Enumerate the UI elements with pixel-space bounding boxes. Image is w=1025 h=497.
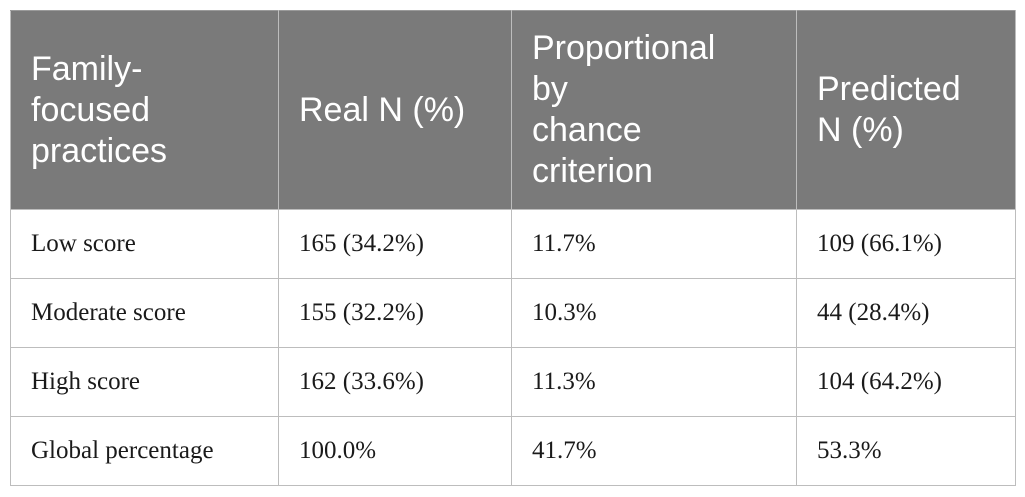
table-row: Moderate score 155 (32.2%) 10.3% 44 (28.… <box>10 278 1016 348</box>
header-real-n: Real N (%) <box>278 10 512 210</box>
proportional-chance-cell: 10.3% <box>511 278 797 348</box>
real-n-cell: 155 (32.2%) <box>278 278 512 348</box>
table-row: Global percentage 100.0% 41.7% 53.3% <box>10 416 1016 486</box>
real-n-cell: 165 (34.2%) <box>278 209 512 279</box>
proportional-chance-cell: 11.3% <box>511 347 797 417</box>
table-row: High score 162 (33.6%) 11.3% 104 (64.2%) <box>10 347 1016 417</box>
predicted-n-cell: 44 (28.4%) <box>796 278 1016 348</box>
predicted-n-cell: 104 (64.2%) <box>796 347 1016 417</box>
predicted-n-cell: 109 (66.1%) <box>796 209 1016 279</box>
proportional-chance-cell: 41.7% <box>511 416 797 486</box>
results-table: Family- focused practices Real N (%) Pro… <box>10 10 1016 486</box>
header-family-focused-practices: Family- focused practices <box>10 10 279 210</box>
proportional-chance-cell: 11.7% <box>511 209 797 279</box>
header-row: Family- focused practices Real N (%) Pro… <box>10 10 1016 210</box>
header-label: Predicted N (%) <box>817 70 961 149</box>
row-label-cell: Global percentage <box>10 416 279 486</box>
table-row: Low score 165 (34.2%) 11.7% 109 (66.1%) <box>10 209 1016 279</box>
row-label-cell: High score <box>10 347 279 417</box>
predicted-n-cell: 53.3% <box>796 416 1016 486</box>
header-predicted-n: Predicted N (%) <box>796 10 1016 210</box>
header-label: Family- focused practices <box>31 49 168 170</box>
header-label: Real N (%) <box>299 90 466 129</box>
real-n-cell: 100.0% <box>278 416 512 486</box>
row-label-cell: Moderate score <box>10 278 279 348</box>
header-proportional-by-chance: Proportional by chance criterion <box>511 10 797 210</box>
row-label-cell: Low score <box>10 209 279 279</box>
header-label: Proportional by chance criterion <box>532 29 716 190</box>
real-n-cell: 162 (33.6%) <box>278 347 512 417</box>
